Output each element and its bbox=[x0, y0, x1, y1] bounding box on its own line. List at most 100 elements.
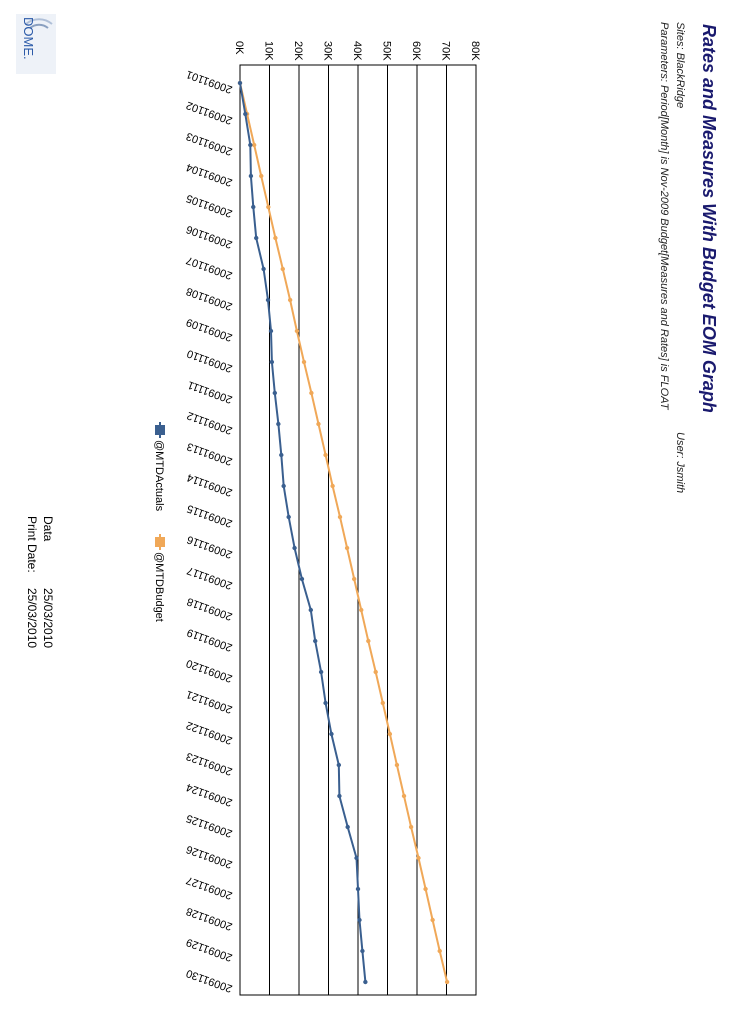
data-point-budget bbox=[309, 390, 314, 396]
data-point-budget bbox=[408, 824, 414, 830]
data-point-budget bbox=[401, 793, 407, 799]
data-point-actuals bbox=[323, 700, 328, 706]
data-point-actuals bbox=[329, 731, 334, 737]
dome-logo: DOME. bbox=[16, 14, 56, 74]
data-point-actuals bbox=[254, 235, 259, 241]
logo-background bbox=[16, 14, 56, 74]
data-point-actuals bbox=[318, 669, 324, 675]
series-lines bbox=[237, 80, 450, 985]
y-tick-label: 10K bbox=[263, 41, 275, 61]
x-tick-label: 20091121 bbox=[185, 688, 234, 716]
x-tick-label: 20091106 bbox=[185, 223, 234, 251]
data-point-budget bbox=[394, 762, 400, 768]
data-point-actuals bbox=[279, 452, 284, 458]
x-axis-ticks: 20091101 20091102 20091103 20091104 20091105… bbox=[185, 68, 234, 995]
y-tick-label: 80K bbox=[469, 41, 481, 61]
x-tick-label: 20091124 bbox=[185, 781, 234, 809]
data-point-budget bbox=[387, 731, 393, 737]
x-tick-label: 20091118 bbox=[185, 595, 234, 622]
data-point-actuals bbox=[261, 266, 266, 272]
print-date-label: Print Date: bbox=[25, 516, 39, 573]
x-tick-label: 20091104 bbox=[185, 161, 234, 189]
data-point-budget bbox=[316, 421, 321, 427]
legend: @MTDActuals @MTDBudget bbox=[153, 422, 165, 622]
x-tick-label: 20091129 bbox=[185, 936, 234, 964]
data-point-budget bbox=[437, 948, 442, 954]
data-point-actuals bbox=[363, 979, 368, 985]
data-point-actuals bbox=[337, 793, 342, 799]
x-tick-label: 20091117 bbox=[185, 564, 234, 591]
report-title: Rates and Measures With Budget EOM Graph bbox=[699, 24, 719, 413]
data-point-actuals bbox=[354, 855, 359, 861]
data-point-actuals bbox=[336, 762, 342, 768]
y-tick-label: 50K bbox=[381, 41, 393, 61]
data-point-actuals bbox=[269, 359, 275, 365]
data-point-budget bbox=[373, 669, 378, 675]
data-point-actuals bbox=[268, 328, 274, 334]
legend-item-actuals: @MTDActuals bbox=[153, 422, 165, 512]
data-point-actuals bbox=[272, 390, 278, 396]
data-point-actuals bbox=[299, 576, 305, 582]
data-point-budget bbox=[294, 328, 300, 334]
data-point-budget bbox=[287, 297, 293, 303]
data-point-budget bbox=[423, 886, 428, 892]
data-point-budget bbox=[351, 576, 357, 582]
data-date: 25/03/2010 bbox=[41, 588, 55, 648]
user-label: User: Jsmith bbox=[674, 432, 686, 493]
legend-item-budget: @MTDBudget bbox=[153, 534, 165, 622]
y-tick-label: 40K bbox=[351, 41, 363, 61]
x-tick-label: 20091125 bbox=[185, 812, 234, 840]
data-point-budget bbox=[416, 855, 421, 861]
y-tick-label: 70K bbox=[440, 41, 452, 61]
y-tick-label: 20K bbox=[292, 41, 304, 61]
data-point-budget bbox=[266, 204, 271, 210]
legend-budget-label: @MTDBudget bbox=[153, 552, 165, 622]
x-tick-label: 20091128 bbox=[185, 905, 234, 933]
legend-actuals-label: @MTDActuals bbox=[153, 440, 165, 512]
data-point-actuals bbox=[286, 514, 291, 520]
data-point-actuals bbox=[360, 948, 365, 954]
logo-text: DOME. bbox=[21, 17, 36, 60]
series-line-actuals bbox=[239, 82, 367, 983]
data-point-actuals bbox=[248, 142, 253, 148]
x-tick-label: 20091120 bbox=[185, 657, 234, 685]
y-tick-label: 0K bbox=[233, 41, 245, 55]
x-tick-label: 20091119 bbox=[185, 626, 234, 653]
print-date-value: 25/03/2010 bbox=[25, 588, 39, 648]
data-point-budget bbox=[330, 483, 335, 489]
data-point-actuals bbox=[243, 111, 248, 117]
x-tick-label: 20091109 bbox=[185, 316, 234, 344]
data-point-actuals bbox=[265, 297, 271, 303]
data-label: Data bbox=[41, 516, 55, 542]
data-point-actuals bbox=[248, 173, 254, 179]
data-point-actuals bbox=[237, 80, 243, 86]
x-tick-label: 20091114 bbox=[185, 471, 234, 498]
x-tick-label: 20091108 bbox=[185, 285, 234, 313]
logo-signal-arc-2 bbox=[25, 18, 53, 25]
x-tick-label: 20091122 bbox=[185, 719, 234, 747]
legend-budget-swatch bbox=[155, 537, 165, 547]
x-tick-label: 20091130 bbox=[185, 967, 234, 995]
x-tick-label: 20091107 bbox=[185, 254, 234, 282]
x-tick-label: 20091113 bbox=[185, 440, 234, 467]
gridlines bbox=[269, 65, 447, 995]
x-tick-label: 20091111 bbox=[186, 378, 234, 405]
data-point-budget bbox=[430, 917, 435, 923]
series-line-budget bbox=[239, 82, 449, 983]
legend-actuals-swatch bbox=[155, 425, 165, 435]
data-point-actuals bbox=[281, 483, 286, 489]
data-point-budget bbox=[337, 514, 343, 520]
x-tick-label: 20091102 bbox=[185, 99, 234, 127]
data-point-budget bbox=[380, 700, 385, 706]
data-point-actuals bbox=[276, 421, 281, 427]
data-point-budget bbox=[359, 607, 364, 613]
data-point-budget bbox=[259, 173, 264, 179]
x-tick-label: 20091101 bbox=[185, 68, 234, 96]
x-tick-label: 20091110 bbox=[185, 347, 234, 374]
x-tick-label: 20091116 bbox=[185, 533, 234, 560]
x-tick-label: 20091112 bbox=[185, 409, 234, 436]
data-point-budget bbox=[344, 545, 350, 551]
data-point-actuals bbox=[313, 638, 318, 644]
